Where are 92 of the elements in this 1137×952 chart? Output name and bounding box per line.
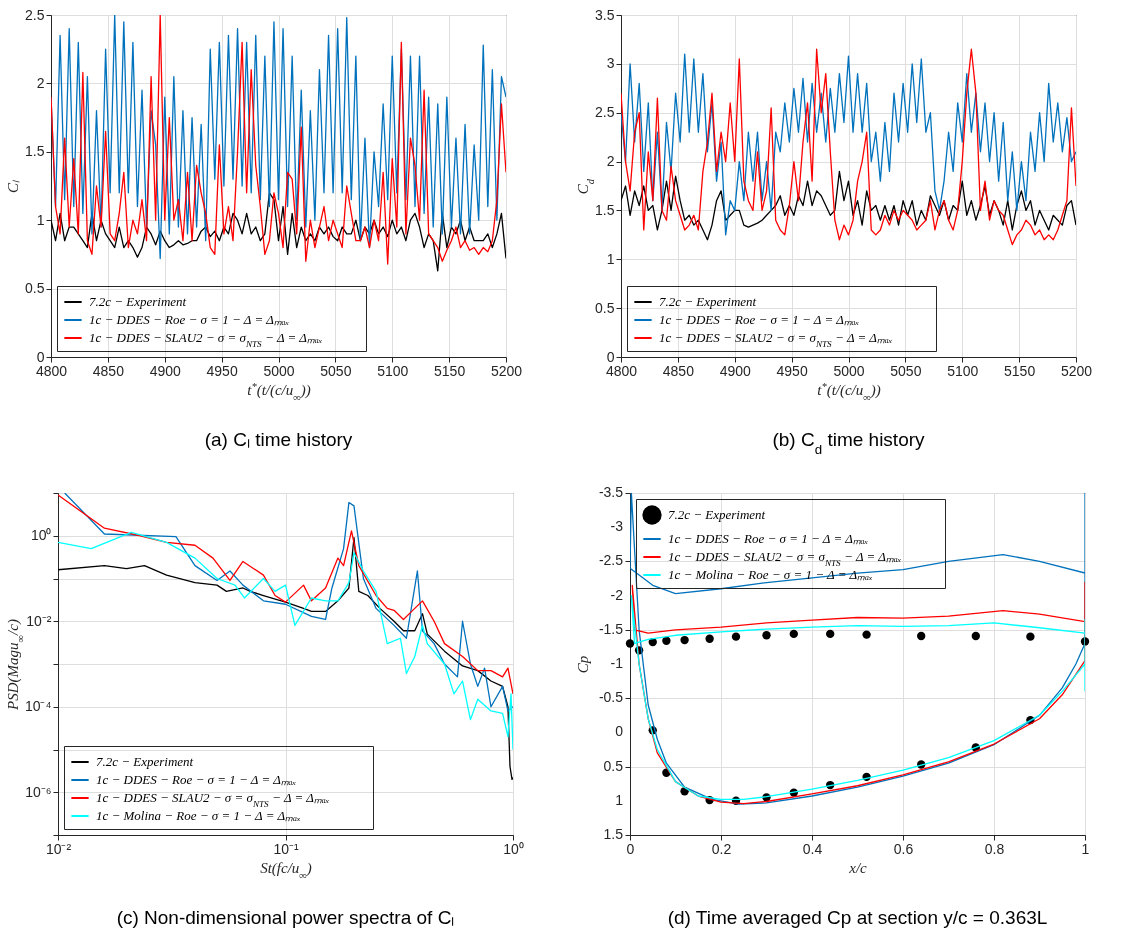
point (917, 631, 926, 641)
x-tick-label: 5100 (377, 362, 409, 379)
x-tick-label: 5100 (947, 362, 979, 379)
y-tick-label: 1 (615, 791, 624, 808)
x-axis-title: x/c (848, 859, 868, 876)
legend-label: 1c − DDES − SLAU2 − σ = σ$_{NTS}$ − Δ = Δₘₐₓ (89, 330, 323, 349)
x-tick-label: 1 (1081, 840, 1090, 857)
point (826, 629, 835, 639)
point (680, 635, 689, 645)
x-tick-label: 4800 (605, 362, 638, 379)
y-tick-label: 1 (36, 211, 45, 228)
x-tick-label: 5050 (890, 362, 922, 379)
legend-label: 1c − Molina − Roe − σ = 1 − Δ = Δₘₐₓ (96, 808, 301, 823)
y-tick-label: 10⁻⁶ (25, 783, 52, 800)
y-tick-label: 10⁻² (26, 612, 52, 629)
line-series (621, 170, 1076, 241)
y-tick-label: 0.5 (595, 299, 615, 316)
x-tick-label: 0.8 (984, 840, 1005, 857)
x-axis-title: St(fc/u$_{∞}$) (260, 859, 312, 880)
y-tick-label: 0.5 (603, 757, 624, 774)
x-tick-label: 5200 (1060, 362, 1093, 379)
y-tick-label: 10⁻⁴ (24, 698, 52, 715)
x-tick-label: 0.4 (802, 840, 823, 857)
legend-label: 1c − DDES − SLAU2 − σ = σ$_{NTS}$ − Δ = Δₘₐₓ (668, 549, 902, 568)
legend-label: 7.2c − Experiment (659, 294, 757, 309)
y-tick-label: 2 (606, 153, 615, 170)
y-tick-label: 0 (606, 348, 615, 365)
y-tick-label: 1 (606, 250, 615, 267)
x-tick-label: 10⁰ (503, 840, 524, 857)
x-tick-label: 4850 (662, 362, 695, 379)
legend-label: 7.2c − Experiment (96, 754, 194, 769)
text: (d) Time averaged Cp at section y/c = 0.363L (667, 907, 1048, 928)
y-tick-label: -1.5 (598, 620, 624, 637)
y-tick-label: 1.5 (595, 201, 615, 218)
y-axis-title: Cp (575, 655, 591, 674)
y-tick-label: 3 (606, 55, 615, 72)
x-tick-label: 4900 (719, 362, 752, 379)
x-axis-title: t$^{*}$(t/(c/u$_{∞}$)) (247, 380, 311, 402)
y-tick-label: -2.5 (598, 552, 624, 569)
point (625, 639, 635, 648)
x-tick-label: 5200 (490, 362, 523, 379)
x-tick-label: 4800 (35, 362, 68, 379)
legend-label: 1c − DDES − Roe − σ = 1 − Δ = Δₘₐₓ (89, 312, 290, 327)
y-tick-label: 2 (36, 74, 45, 91)
legend-label: 1c − DDES − Roe − σ = 1 − Δ = Δₘₐₓ (659, 312, 860, 327)
y-tick-label: 1.5 (25, 143, 45, 160)
y-tick-label: 3.5 (595, 6, 615, 23)
x-tick-label: 4900 (149, 362, 182, 379)
point (971, 631, 980, 641)
text: (a) Cₗ time history (204, 429, 353, 450)
x-tick-label: 4950 (206, 362, 238, 379)
x-tick-label: 0.2 (711, 840, 732, 857)
y-tick-label: 1.5 (603, 826, 624, 842)
x-tick-label: 10⁻¹ (273, 840, 299, 857)
y-tick-label: -2 (610, 586, 624, 603)
legend-label: 1c − DDES − Roe − σ = 1 − Δ = Δₘₐₓ (668, 531, 869, 546)
x-tick-label: 0 (626, 840, 635, 857)
x-tick-label: 4950 (776, 362, 808, 379)
legend-label: 1c − DDES − SLAU2 − σ = σ$_{NTS}$ − Δ = Δₘₐₓ (96, 790, 330, 809)
y-axis-title: Cₗ (5, 179, 22, 194)
legend-label: 1c − DDES − SLAU2 − σ = σ$_{NTS}$ − Δ = Δₘₐₓ (659, 330, 893, 349)
x-tick-label: 5000 (833, 362, 865, 379)
point (1026, 632, 1035, 641)
y-tick-label: 0 (36, 348, 45, 365)
x-tick-label: 5050 (320, 362, 352, 379)
legend-label: 7.2c − Experiment (89, 294, 187, 309)
text: (b) C$_{d}$ time history (772, 429, 926, 457)
point (762, 631, 771, 640)
x-tick-label: 5150 (1004, 362, 1036, 379)
legend-label: 1c − DDES − Roe − σ = 1 − Δ = Δₘₐₓ (96, 772, 297, 787)
y-tick-label: -3 (610, 518, 624, 535)
point (731, 632, 741, 641)
legend-label: 7.2c − Experiment (668, 507, 766, 522)
y-tick-label: 0.5 (25, 280, 45, 297)
y-tick-label: -1 (610, 655, 624, 671)
y-tick-label: 0 (615, 723, 624, 740)
point (705, 634, 714, 643)
point (862, 630, 871, 639)
x-axis-title: t$^{*}$(t/(c/u$_{∞}$)) (817, 380, 881, 402)
text: (c) Non-dimensional power spectra of Cₗ (116, 907, 455, 928)
x-tick-label: 0.6 (893, 840, 914, 857)
y-tick-label: 2.5 (595, 104, 615, 121)
x-tick-label: 5150 (434, 362, 466, 379)
y-tick-label: -3.5 (598, 484, 624, 500)
y-tick-label: 10⁰ (30, 527, 52, 544)
x-tick-label: 5000 (263, 362, 295, 379)
point (789, 629, 798, 639)
x-tick-label: 4850 (92, 362, 125, 379)
y-tick-label: 2.5 (25, 6, 45, 23)
point (662, 636, 671, 645)
y-tick-label: -0.5 (598, 689, 624, 706)
line-series (51, 192, 506, 272)
